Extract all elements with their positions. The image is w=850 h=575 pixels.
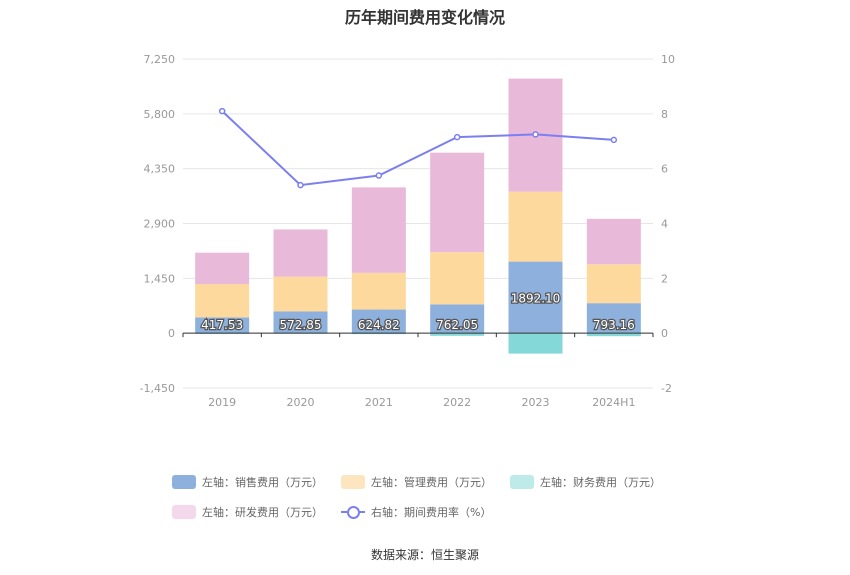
bar-finance: [586, 333, 641, 337]
y-left-tick-label: 2,900: [144, 218, 176, 231]
sales-data-label: 624.82: [358, 318, 400, 332]
bar-sales: [430, 304, 485, 334]
y-right-tick-label: 6: [661, 163, 668, 176]
bar-sales: [351, 309, 406, 334]
rate-point: [453, 133, 461, 141]
bar-admin: [351, 272, 406, 310]
y-right-tick-label: 2: [661, 272, 668, 285]
y-left-tick-label: 0: [168, 327, 175, 340]
chart-title: 历年期间费用变化情况: [344, 8, 505, 27]
legend-swatch-sales: [172, 475, 196, 489]
bar-rnd: [195, 252, 250, 285]
legend-item-admin[interactable]: 左轴：管理费用（万元）: [341, 474, 492, 490]
y-left-tick-label: 5,800: [144, 108, 176, 121]
rate-point: [610, 136, 618, 144]
bar-rnd: [273, 229, 328, 277]
y-right-tick-label: 10: [661, 53, 675, 66]
sales-data-label: 572.85: [280, 318, 322, 332]
x-tick-label: 2019: [208, 396, 236, 409]
rate-point: [375, 172, 383, 179]
sales-data-label: 762.05: [436, 318, 478, 332]
x-tick-label: 2021: [365, 396, 393, 409]
legend-item-rate[interactable]: 右轴：期间费用率（%）: [341, 504, 491, 520]
legend-label-admin: 左轴：管理费用（万元）: [371, 476, 492, 489]
sales-data-label: 793.16: [593, 318, 635, 332]
legend-swatch-admin: [341, 475, 365, 489]
legend-swatch-rnd: [172, 505, 196, 519]
legend-label-finance: 左轴：财务费用（万元）: [540, 476, 661, 489]
y-right-tick-label: 8: [661, 108, 668, 121]
legend-item-finance[interactable]: 左轴：财务费用（万元）: [510, 474, 661, 490]
bar-sales: [273, 311, 328, 334]
bar-admin: [586, 264, 641, 304]
y-left-tick-label: 1,450: [144, 272, 176, 285]
legend: 左轴：销售费用（万元） 左轴：管理费用（万元） 左轴：财务费用（万元） 左轴：研…: [172, 472, 732, 532]
y-left-tick-label: 7,250: [144, 53, 176, 66]
legend-label-sales: 左轴：销售费用（万元）: [202, 476, 323, 489]
sales-data-label: 1892.10: [511, 291, 561, 305]
x-tick-label: 2024H1: [592, 396, 635, 409]
legend-item-rnd[interactable]: 左轴：研发费用（万元）: [172, 504, 323, 520]
y-left-tick-label: -1,450: [140, 382, 175, 395]
bar-admin: [195, 284, 250, 318]
rate-point: [532, 131, 539, 138]
x-tick-label: 2020: [287, 396, 315, 409]
legend-item-sales[interactable]: 左轴：销售费用（万元）: [172, 474, 323, 490]
bar-rnd: [430, 152, 485, 253]
bar-sales: [508, 261, 563, 334]
bar-admin: [273, 276, 328, 312]
bar-admin: [508, 191, 563, 262]
bar-sales: [195, 317, 250, 334]
bar-admin: [430, 252, 485, 305]
bar-finance: [508, 333, 563, 354]
x-tick-label: 2023: [522, 396, 550, 409]
legend-swatch-rate: [341, 505, 365, 519]
legend-swatch-finance: [510, 475, 534, 489]
sales-data-label: 417.53: [201, 318, 243, 332]
y-right-tick-label: -2: [661, 382, 672, 395]
y-right-tick-label: 0: [661, 327, 668, 340]
y-left-tick-label: 4,350: [144, 163, 176, 176]
rate-point: [297, 181, 304, 189]
legend-label-rate: 右轴：期间费用率（%）: [371, 506, 492, 519]
legend-label-rnd: 左轴：研发费用（万元）: [202, 506, 323, 519]
bar-finance: [430, 333, 485, 336]
bar-sales: [586, 303, 641, 334]
y-right-tick-label: 4: [661, 218, 668, 231]
x-tick-label: 2022: [443, 396, 471, 409]
bar-rnd: [351, 187, 406, 273]
rate-line: [221, 110, 614, 187]
data-source: 数据来源：恒生聚源: [370, 548, 479, 562]
expense-chart: 7,250 5,800 4,350 2,900 1,450 0 -1,450 10 8 6 4 2 0 -…: [140, 53, 675, 409]
bar-rnd: [586, 218, 641, 265]
rate-point: [218, 107, 226, 115]
